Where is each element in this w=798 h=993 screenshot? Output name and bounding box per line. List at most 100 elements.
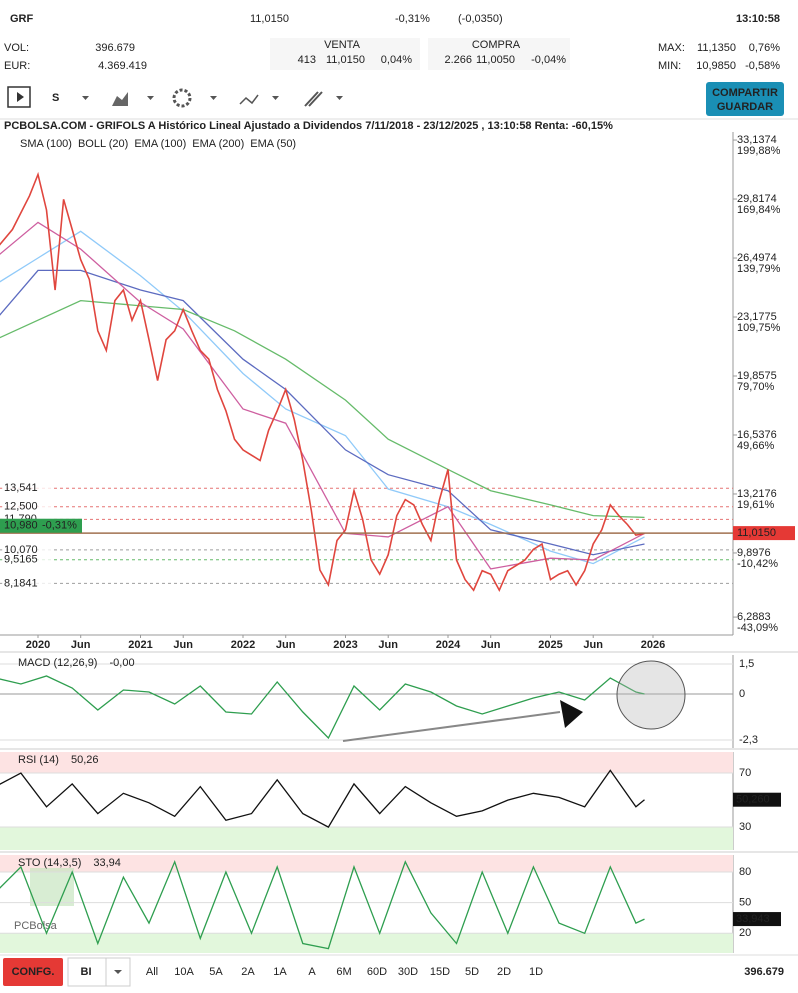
- share-button[interactable]: [706, 82, 784, 116]
- footer-volume: 396.679: [744, 966, 784, 978]
- range-button[interactable]: [297, 959, 327, 985]
- y-tick-label: 33,1374: [737, 134, 777, 146]
- label: 11,0050: [476, 54, 515, 66]
- panel-value: 50,26: [71, 754, 99, 766]
- range-button[interactable]: [329, 959, 359, 985]
- trend-arrow: [342, 711, 561, 742]
- x-tick-label: Jun: [71, 639, 91, 651]
- x-tick-label: 2025: [538, 639, 562, 651]
- range-button[interactable]: [169, 959, 199, 985]
- draw-icon[interactable]: [304, 91, 323, 107]
- level-label: 13,541: [4, 482, 38, 494]
- chart-title: PCBOLSA.COM - GRIFOLS A Histórico Lineal…: [4, 120, 613, 132]
- mode-select[interactable]: [67, 957, 131, 987]
- range-button[interactable]: [521, 959, 551, 985]
- y2-tick-label: 139,79%: [737, 263, 781, 275]
- y-tick-label: 1,5: [739, 658, 754, 670]
- y-tick-label: 20: [739, 927, 751, 939]
- y-tick-label: 16,5376: [737, 429, 777, 441]
- chart-type-icon[interactable]: [112, 92, 128, 106]
- ref-box: [0, 518, 82, 533]
- series-line: [0, 221, 645, 570]
- play-icon: [17, 92, 24, 102]
- dropdown-arrow: [114, 970, 122, 974]
- panel-value: 33,94: [93, 857, 121, 869]
- range-button[interactable]: [457, 959, 487, 985]
- label: MIN:: [658, 60, 681, 72]
- label: -0,58%: [745, 60, 780, 72]
- overbought-band: [0, 855, 733, 873]
- label: -0,04%: [531, 54, 566, 66]
- y-tick-label: 13,2176: [737, 488, 777, 500]
- x-tick-label: Jun: [481, 639, 501, 651]
- price: 11,0150: [250, 13, 289, 25]
- range-button[interactable]: [233, 959, 263, 985]
- x-tick-label: Jun: [173, 639, 193, 651]
- range-button[interactable]: [265, 959, 295, 985]
- y-tick-label: -2,3: [739, 734, 758, 746]
- panel-plot: [0, 675, 645, 740]
- y-tick-label: 19,8575: [737, 370, 777, 382]
- dropdown-arrow: [147, 96, 154, 100]
- label: 2.266: [444, 54, 472, 66]
- series-line: [0, 171, 645, 593]
- series-line: [0, 859, 645, 950]
- y-tick-label: 50: [739, 897, 751, 909]
- button-label: COMPARTIR: [712, 87, 778, 99]
- indicator-icon[interactable]: [239, 94, 259, 105]
- level-bg: [2, 543, 54, 556]
- range-label: 15D: [430, 966, 450, 978]
- change-pct: -0,31%: [395, 13, 430, 25]
- panel-toggle[interactable]: [7, 86, 31, 108]
- series-line: [0, 269, 645, 556]
- y-tick-label: 6,2883: [737, 611, 771, 623]
- config-button[interactable]: [3, 958, 63, 986]
- legend-entry: SMA (100): [20, 138, 72, 150]
- period-select: S: [52, 92, 59, 104]
- level-label: 10,070: [4, 544, 38, 556]
- legend-entry: EMA (200): [192, 138, 244, 150]
- range-button[interactable]: [393, 959, 423, 985]
- venta-box: [270, 38, 420, 70]
- last-box: [733, 526, 795, 541]
- range-button[interactable]: [425, 959, 455, 985]
- range-label: 60D: [367, 966, 387, 978]
- range-button[interactable]: [137, 959, 167, 985]
- range-button[interactable]: [362, 959, 392, 985]
- compra-box: [428, 38, 570, 70]
- plot: [0, 171, 645, 593]
- label: 0,04%: [381, 54, 412, 66]
- y-tick-label: 23,1775: [737, 311, 777, 323]
- range-label: 2A: [241, 966, 255, 978]
- y2-tick-label: 19,61%: [737, 499, 775, 511]
- range-label: A: [308, 966, 316, 978]
- value-label: 50,260: [736, 794, 770, 806]
- y-tick-label: 30: [739, 821, 751, 833]
- y2-tick-label: -10,42%: [737, 558, 778, 570]
- y-tick-label: 9,8976: [737, 547, 771, 559]
- series-line: [0, 230, 645, 565]
- x-tick-label: 2026: [641, 639, 665, 651]
- settings-icon[interactable]: [172, 88, 192, 108]
- y-tick-label: 80: [739, 866, 751, 878]
- level-bg: [2, 482, 54, 495]
- dropdown-arrow: [272, 96, 279, 100]
- x-tick-label: Jun: [583, 639, 603, 651]
- label: 413: [298, 54, 316, 66]
- logo-mark: [30, 868, 74, 906]
- button-label: CONFG.: [12, 966, 55, 978]
- series-line: [0, 769, 645, 828]
- x-tick-label: 2022: [231, 639, 255, 651]
- legend-entry: EMA (50): [250, 138, 296, 150]
- mode-label: BI: [81, 966, 92, 978]
- range-button[interactable]: [489, 959, 519, 985]
- change: (-0,0350): [458, 13, 503, 25]
- dropdown-arrow: [82, 96, 89, 100]
- y-tick-label: 26,4974: [737, 252, 777, 264]
- y2-tick-label: 49,66%: [737, 440, 775, 452]
- range-button[interactable]: [201, 959, 231, 985]
- range-label: 5A: [209, 966, 223, 978]
- y2-tick-label: 109,75%: [737, 322, 781, 334]
